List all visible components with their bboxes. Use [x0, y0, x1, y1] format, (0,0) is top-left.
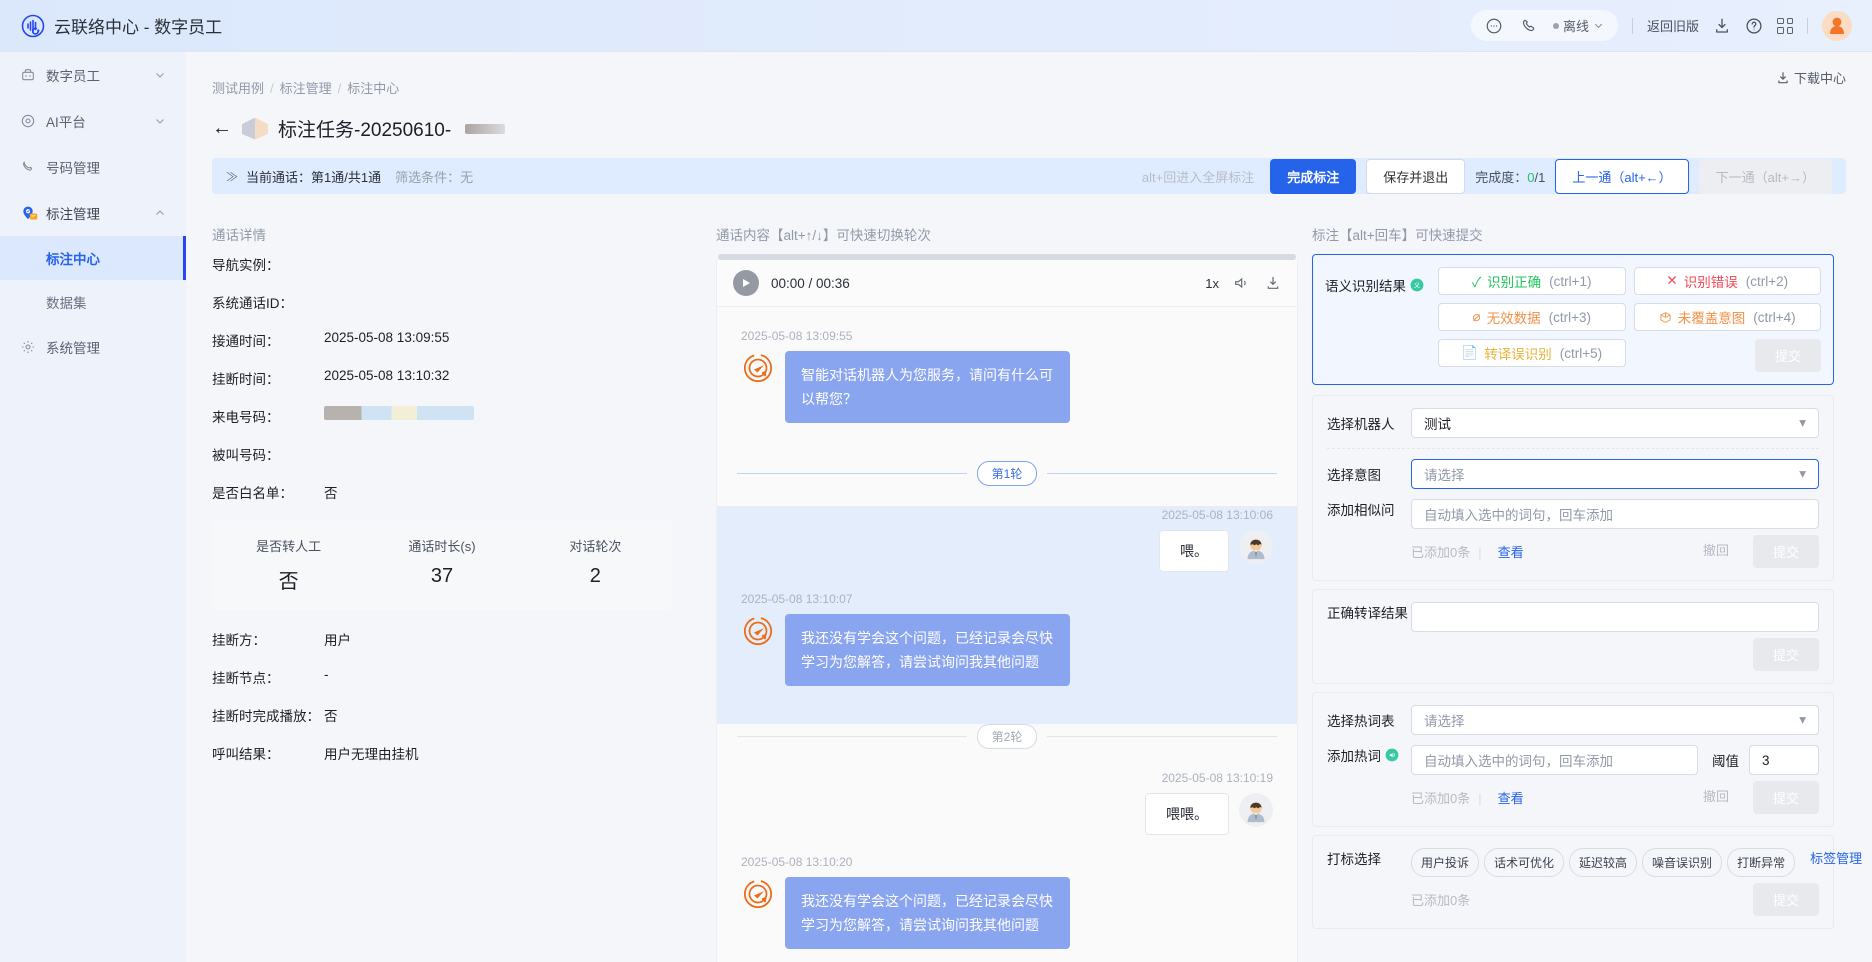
svg-text:义: 义 — [1414, 281, 1421, 289]
